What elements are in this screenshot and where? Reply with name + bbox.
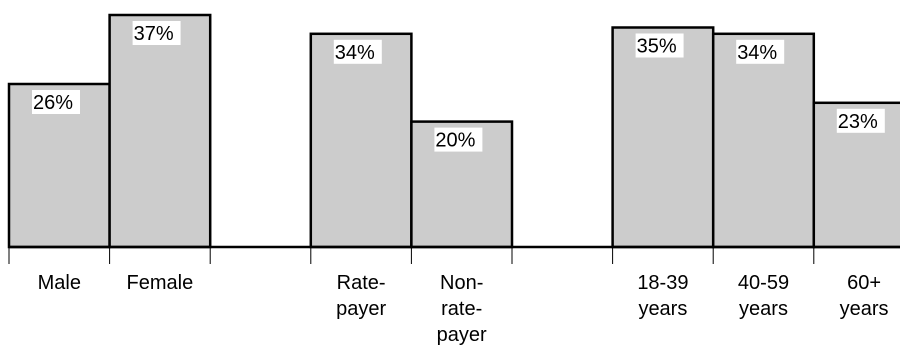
category-label-line: payer: [437, 324, 487, 346]
category-label-line: years: [840, 298, 889, 320]
bars-group: 26% 37% 34% 20% 35% 34% 23%: [7, 13, 900, 249]
value-label-background: [434, 127, 483, 152]
value-label: 34%: [737, 42, 777, 64]
category-label-line: 18-39: [637, 272, 688, 294]
category-label: Non-rate-payer: [437, 272, 487, 346]
value-label-background: [132, 21, 181, 45]
value-label: 35%: [637, 36, 677, 58]
bar: [611, 26, 715, 249]
category-label: 18-39 years: [637, 272, 688, 320]
value-label-background: [736, 39, 785, 64]
category-label: 40-59 years: [738, 272, 789, 320]
category-label-line: years: [638, 298, 687, 320]
value-label-background: [836, 108, 885, 133]
value-label: 34%: [335, 42, 375, 64]
category-label-line: Male: [38, 272, 81, 294]
value-label: 23%: [838, 111, 878, 133]
category-label-line: years: [739, 298, 788, 320]
value-label: 20%: [435, 130, 475, 152]
category-label: Rate-payer: [336, 272, 386, 320]
value-label: 26%: [33, 92, 73, 114]
value-label-background: [635, 33, 684, 58]
category-label: 60+ years: [840, 272, 889, 320]
value-label-background: [32, 90, 80, 114]
x-axis-ticks: [8, 247, 815, 264]
category-label-line: 60+: [847, 272, 881, 294]
category-label-line: rate-: [441, 298, 482, 320]
value-label: 37%: [134, 23, 174, 45]
category-label-line: payer: [336, 298, 386, 320]
category-label: Female: [127, 272, 194, 294]
category-label-line: Rate-: [337, 272, 386, 294]
bar: [711, 32, 816, 249]
category-label-line: 40-59: [738, 272, 789, 294]
bar: [108, 13, 212, 249]
category-label-line: Female: [127, 272, 194, 294]
category-label-line: Non-: [440, 272, 483, 294]
category-label: Male: [38, 272, 81, 294]
value-label-background: [333, 39, 382, 64]
bar: [309, 32, 413, 249]
